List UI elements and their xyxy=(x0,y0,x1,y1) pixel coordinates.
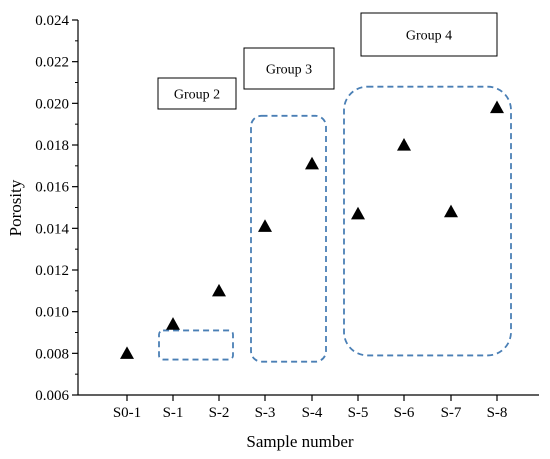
x-ticks: S0-1 S-1 S-2 S-3 S-4 S-5 S-6 S-7 S-8 xyxy=(113,395,508,421)
data-point-S-8 xyxy=(490,100,504,114)
group-label: Group 3 xyxy=(266,63,312,78)
x-tick-label: S-2 xyxy=(209,405,230,421)
x-tick-label: S-5 xyxy=(348,405,369,421)
y-tick-label: 0.008 xyxy=(35,346,69,362)
group-label-box xyxy=(157,77,237,110)
group-box xyxy=(158,329,234,361)
y-axis-title: Porosity xyxy=(6,179,25,236)
data-point-S-2 xyxy=(212,283,226,297)
y-tick-label: 0.020 xyxy=(35,96,69,112)
data-point-S-6 xyxy=(397,138,411,151)
data-points xyxy=(120,100,504,359)
y-tick-label: 0.018 xyxy=(35,138,69,154)
x-tick-label: S0-1 xyxy=(113,405,141,421)
group-label-box xyxy=(360,12,498,57)
data-point-S-1 xyxy=(166,317,180,330)
group-box xyxy=(343,85,512,357)
group-label-box xyxy=(243,47,335,90)
y-tick-label: 0.010 xyxy=(35,305,69,321)
x-tick-label: S-6 xyxy=(394,405,415,421)
group-label: Group 2 xyxy=(174,88,220,103)
group-box xyxy=(250,114,327,363)
y-tick-label: 0.016 xyxy=(35,180,69,196)
group-label: Group 4 xyxy=(406,29,452,44)
data-point-S-4 xyxy=(305,156,319,170)
data-point-S-7 xyxy=(444,204,458,218)
group-boxes: Group 2 Group 3 Group 4 xyxy=(157,12,512,363)
y-tick-label: 0.024 xyxy=(35,13,69,29)
data-point-S0-1 xyxy=(120,346,134,359)
y-ticks: 0.006 0.008 0.010 0.012 0.014 0.016 0.018 0.020… xyxy=(35,13,78,404)
y-tick-label: 0.012 xyxy=(35,263,69,279)
y-tick-label: 0.006 xyxy=(35,388,69,404)
x-axis-title: Sample number xyxy=(246,432,354,451)
y-tick-label: 0.022 xyxy=(35,55,69,71)
x-tick-label: S-4 xyxy=(302,405,323,421)
x-tick-label: S-1 xyxy=(163,405,184,421)
data-point-S-5 xyxy=(351,206,365,220)
y-tick-label: 0.014 xyxy=(35,221,69,237)
x-tick-label: S-7 xyxy=(441,405,462,421)
x-tick-label: S-8 xyxy=(487,405,508,421)
data-point-S-3 xyxy=(258,219,272,232)
x-tick-label: S-3 xyxy=(255,405,276,421)
